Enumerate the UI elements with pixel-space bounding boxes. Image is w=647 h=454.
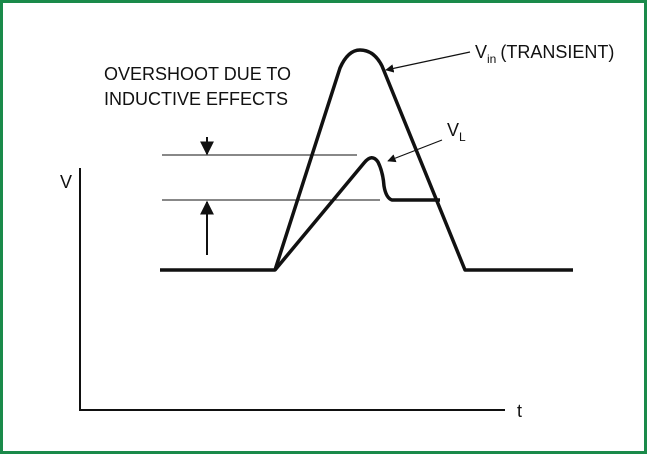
x-axis-label: t (517, 401, 522, 421)
pointer (387, 139, 443, 163)
vl-curve (273, 156, 440, 272)
note: (TRANSIENT) (500, 42, 614, 62)
annotation: INDUCTIVE EFFECTS (104, 89, 288, 109)
annotation: OVERSHOOT DUE TO (104, 64, 291, 84)
vin-label: Vin (TRANSIENT) (475, 42, 614, 66)
subscript: in (487, 52, 496, 66)
vl-label: VL (447, 120, 466, 144)
y-axis-label: V (60, 172, 72, 192)
subscript: L (459, 130, 466, 144)
pointer (385, 51, 471, 73)
vin-curve (160, 48, 573, 272)
symbol: V (475, 42, 487, 62)
symbol: V (447, 120, 459, 140)
